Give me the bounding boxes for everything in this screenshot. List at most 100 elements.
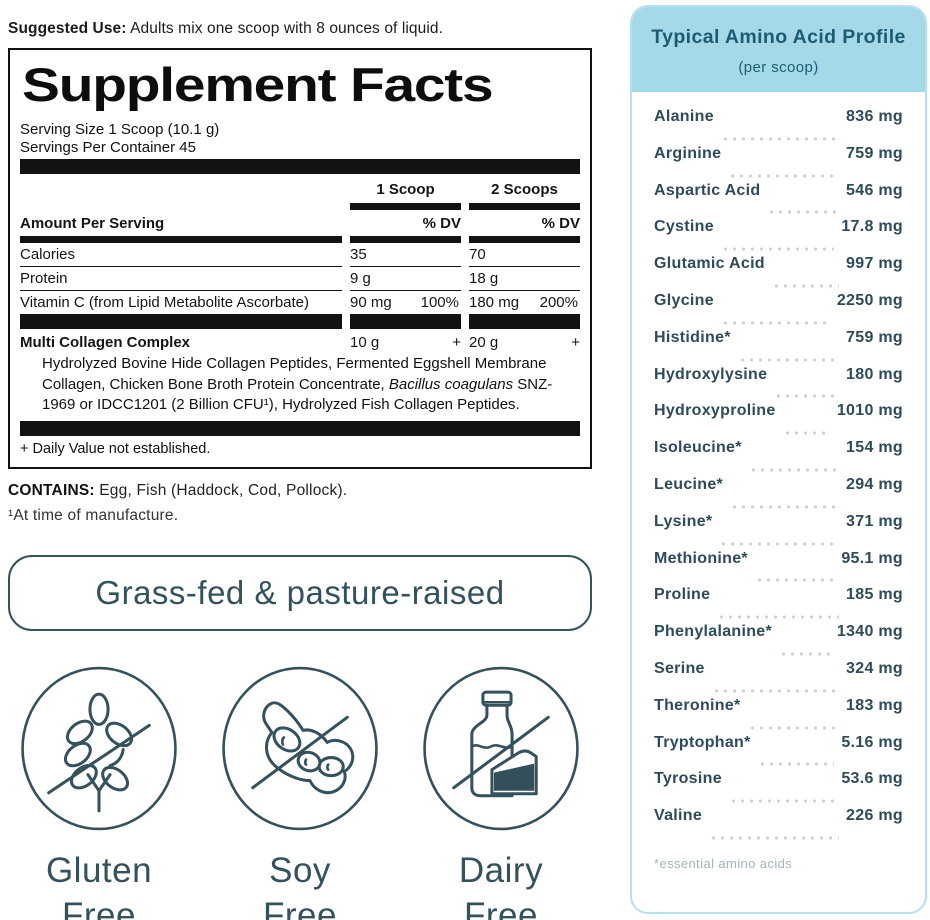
amino-acid-row: Hydroxylysine 180 mg bbox=[654, 366, 903, 403]
amino-acid-value: 5.16 mg bbox=[841, 733, 903, 751]
amino-acid-value: 226 mg bbox=[846, 807, 903, 825]
amino-acid-name: Aspartic Acid bbox=[654, 181, 761, 199]
claim-label: Dairy Free bbox=[459, 848, 543, 920]
amino-panel-subtitle: (per scoop) bbox=[738, 59, 819, 76]
amino-acid-name: Phenylalanine* bbox=[654, 623, 773, 641]
amino-acid-name: Proline bbox=[654, 586, 711, 604]
amino-acid-value: 759 mg bbox=[846, 328, 903, 346]
column-bars-row bbox=[20, 203, 580, 210]
suggested-use-text: Adults mix one scoop with 8 ounces of li… bbox=[126, 20, 444, 37]
divider-bar bbox=[350, 314, 461, 329]
amino-acid-name: Lysine* bbox=[654, 512, 713, 530]
amino-acid-value: 759 mg bbox=[846, 144, 903, 162]
divider-bar-thick bbox=[20, 159, 580, 174]
nutrient-dv-1-scoop: 100% bbox=[420, 294, 459, 311]
amino-acid-row: Valine 226 mg bbox=[654, 807, 903, 844]
amino-acid-value: 95.1 mg bbox=[841, 549, 903, 567]
dot-leader bbox=[771, 282, 840, 288]
amino-acid-row: Alanine 836 mg bbox=[654, 108, 903, 145]
label-left-column: Suggested Use: Adults mix one scoop with… bbox=[8, 20, 592, 920]
multi-collagen-complex-row: Multi Collagen Complex 10 g + 20 g + bbox=[20, 329, 580, 353]
daily-value-footnote: + Daily Value not established. bbox=[20, 440, 211, 457]
ingredients-italic: Bacillus coagulans bbox=[388, 375, 514, 393]
grass-fed-badge: Grass-fed & pasture-raised bbox=[8, 554, 592, 631]
dot-leader bbox=[711, 687, 840, 693]
dot-leader bbox=[782, 430, 830, 436]
claim-soy-free: Soy Free bbox=[211, 665, 389, 920]
divider-bar bbox=[469, 314, 580, 329]
divider-bar bbox=[469, 236, 580, 243]
dot-leader bbox=[747, 724, 840, 730]
dv-header-1: % DV bbox=[422, 215, 461, 232]
claim-gluten-free: Gluten Free bbox=[10, 665, 188, 920]
manufacture-note: ¹At time of manufacture. bbox=[8, 506, 179, 524]
amino-acid-value: 185 mg bbox=[846, 586, 903, 604]
dot-leader bbox=[717, 614, 840, 620]
amino-acid-value: 154 mg bbox=[846, 439, 903, 457]
amino-acid-value: 546 mg bbox=[846, 181, 903, 199]
amino-acid-name: Leucine* bbox=[654, 475, 724, 493]
claim-line2: Free bbox=[263, 895, 337, 920]
amino-acid-row: Cystine 17.8 mg bbox=[654, 218, 903, 255]
amount-per-serving-row: Amount Per Serving % DV % DV bbox=[20, 210, 580, 236]
amino-acid-name: Glutamic Acid bbox=[654, 255, 765, 273]
amino-acid-name: Hydroxyproline bbox=[654, 402, 776, 420]
amino-acid-row: Arginine 759 mg bbox=[654, 145, 903, 182]
serving-size: Serving Size 1 Scoop (10.1 g) bbox=[20, 121, 220, 138]
dot-leader bbox=[709, 834, 840, 840]
contains-text: Egg, Fish (Haddock, Cod, Pollock). bbox=[94, 481, 348, 499]
amino-acid-value: 836 mg bbox=[846, 108, 903, 125]
dot-leader bbox=[730, 503, 840, 509]
amino-acid-row: Hydroxyproline 1010 mg bbox=[654, 402, 903, 439]
nutrient-name: Vitamin C (from Lipid Metabolite Ascorba… bbox=[20, 294, 310, 311]
nutrient-row: Protein 9 g 18 g bbox=[20, 267, 580, 291]
complex-amount-2: 20 g bbox=[469, 334, 499, 351]
amino-acid-value: 53.6 mg bbox=[841, 770, 903, 788]
amino-acid-row: Aspartic Acid 546 mg bbox=[654, 182, 903, 219]
amino-acid-name: Valine bbox=[654, 807, 703, 825]
nutrient-amount-1-scoop: 9 g bbox=[350, 270, 371, 287]
amino-acid-name: Hydroxylysine bbox=[654, 365, 768, 383]
amino-acid-row: Leucine* 294 mg bbox=[654, 476, 903, 513]
nutrient-row: Vitamin C (from Lipid Metabolite Ascorba… bbox=[20, 291, 580, 314]
contains-label: CONTAINS: bbox=[8, 481, 95, 499]
column-header-2-scoops: 2 Scoops bbox=[491, 181, 558, 198]
contains-line: CONTAINS: Egg, Fish (Haddock, Cod, Pollo… bbox=[8, 482, 592, 500]
divider-bar-thick bbox=[20, 420, 580, 436]
dot-leader bbox=[754, 577, 835, 583]
amino-acid-name: Glycine bbox=[654, 291, 714, 309]
nutrient-dv-2-scoops: 200% bbox=[539, 294, 578, 311]
claim-label: Gluten Free bbox=[46, 848, 152, 920]
amino-acid-row: Phenylalanine* 1340 mg bbox=[654, 623, 903, 660]
amino-acid-value: 997 mg bbox=[846, 255, 903, 273]
dot-leader bbox=[720, 319, 830, 325]
claims-row: Gluten Free Soy Free bbox=[8, 665, 592, 920]
nutrient-row: Calories 35 70 bbox=[20, 243, 580, 267]
amino-acid-row: Tryptophan* 5.16 mg bbox=[654, 734, 903, 771]
dot-leader bbox=[774, 393, 840, 399]
amino-acid-value: 1010 mg bbox=[836, 402, 903, 420]
amino-panel-header: Typical Amino Acid Profile (per scoop) bbox=[632, 7, 925, 92]
nutrient-name: Protein bbox=[20, 267, 342, 291]
nutrient-name: Calories bbox=[20, 243, 342, 267]
dot-leader bbox=[757, 761, 835, 767]
dot-leader bbox=[767, 209, 840, 215]
amino-acid-name: Tyrosine bbox=[654, 770, 722, 788]
amino-acid-name: Arginine bbox=[654, 144, 722, 162]
amino-acid-value: 371 mg bbox=[846, 512, 903, 530]
amino-acid-list: Alanine 836 mg Arginine 759 mg Aspartic … bbox=[632, 92, 925, 844]
dot-leader bbox=[748, 466, 840, 472]
wheat-crossed-icon bbox=[21, 666, 177, 830]
amino-acid-value: 17.8 mg bbox=[841, 218, 903, 236]
essential-amino-footnote: *essential amino acids bbox=[654, 855, 793, 871]
amino-acid-value: 294 mg bbox=[846, 475, 903, 493]
amino-acid-row: Serine 324 mg bbox=[654, 660, 903, 697]
nutrient-rows: Calories 35 70 Protein 9 g 18 g Vitamin … bbox=[20, 243, 580, 314]
ingredients-text: Hydrolyzed Bovine Hide Collagen Peptides… bbox=[42, 355, 547, 393]
amino-acid-row: Tyrosine 53.6 mg bbox=[654, 770, 903, 807]
nutrient-amount-2-scoops: 18 g bbox=[469, 270, 499, 287]
divider-bar bbox=[20, 314, 342, 329]
amino-acid-row: Proline 185 mg bbox=[654, 586, 903, 623]
dot-leader bbox=[728, 798, 835, 804]
amino-acid-row: Theronine* 183 mg bbox=[654, 697, 903, 734]
